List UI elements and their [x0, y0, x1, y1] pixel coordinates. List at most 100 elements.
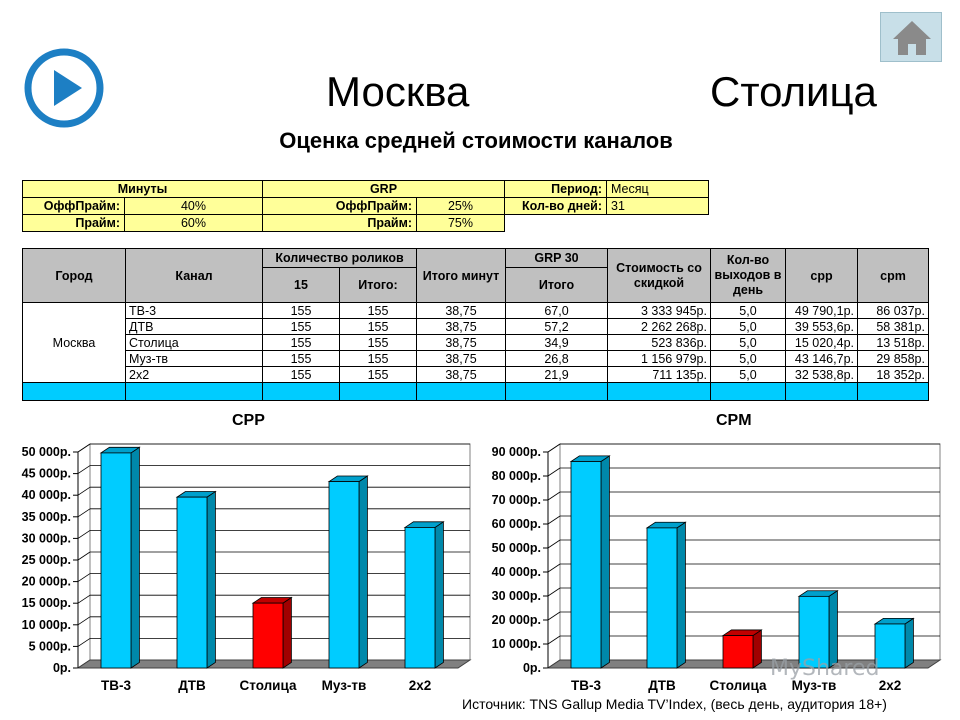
header-total-minutes: Итого минут [417, 249, 506, 303]
home-button[interactable] [880, 12, 942, 62]
cost-cell: 2 262 268р. [608, 319, 711, 335]
outputs-cell: 5,0 [711, 303, 786, 319]
spots-15-cell: 155 [263, 303, 340, 319]
period-label: Период: [505, 181, 607, 198]
y-tick-label: 10 000р. [492, 637, 541, 651]
cpp-cell: 32 538,8р. [786, 367, 858, 383]
grp-prime-label: Прайм: [263, 215, 417, 232]
cpp-cell: 15 020,4р. [786, 335, 858, 351]
empty-cell [608, 383, 711, 401]
header-outputs: Кол-во выходов в день [711, 249, 786, 303]
y-tick-label: 20 000р. [492, 613, 541, 627]
cost-cell: 711 135р. [608, 367, 711, 383]
minutes-cell: 38,75 [417, 335, 506, 351]
cpm-cell: 13 518р. [858, 335, 929, 351]
minutes-prime-value[interactable]: 60% [125, 215, 263, 232]
table-row: Столица 155 155 38,75 34,9 523 836р. 5,0… [23, 335, 929, 351]
title-stolitsa: Столица [710, 68, 877, 116]
home-icon [881, 13, 943, 63]
spots-15-cell: 155 [263, 351, 340, 367]
empty-cell [858, 383, 929, 401]
grp-prime-value[interactable]: 75% [417, 215, 505, 232]
cpp-cell: 49 790,1р. [786, 303, 858, 319]
cpp-chart: 0р.5 000р.10 000р.15 000р.20 000р.25 000… [0, 430, 480, 696]
bar [405, 527, 435, 668]
grp-cell: 34,9 [506, 335, 608, 351]
channel-cell: ТВ-3 [126, 303, 263, 319]
table-row: Муз-тв 155 155 38,75 26,8 1 156 979р. 5,… [23, 351, 929, 367]
cost-cell: 1 156 979р. [608, 351, 711, 367]
channel-cost-table: Город Канал Количество роликов Итого мин… [22, 248, 929, 401]
channel-cell: Муз-тв [126, 351, 263, 367]
x-tick-label: ТВ-3 [571, 678, 601, 693]
bar-side [359, 476, 367, 668]
minutes-cell: 38,75 [417, 351, 506, 367]
header-grp-total: Итого [506, 267, 608, 302]
y-tick-label: 45 000р. [22, 467, 71, 481]
city-cell: Москва [23, 303, 126, 383]
bar-side [677, 522, 685, 668]
header-city: Город [23, 249, 126, 303]
empty-cell [607, 215, 709, 232]
empty-cell [340, 383, 417, 401]
spots-15-cell: 155 [263, 335, 340, 351]
empty-cell [23, 383, 126, 401]
y-tick-label: 40 000р. [492, 565, 541, 579]
grp-offprime-value[interactable]: 25% [417, 198, 505, 215]
y-tick-label: 20 000р. [22, 575, 71, 589]
bar-side [207, 492, 215, 668]
play-icon [22, 46, 106, 130]
y-tick-label: 0р. [53, 661, 71, 675]
outputs-cell: 5,0 [711, 367, 786, 383]
y-tick-label: 60 000р. [492, 517, 541, 531]
y-tick-label: 40 000р. [22, 488, 71, 502]
empty-cell [126, 383, 263, 401]
minutes-header: Минуты [23, 181, 263, 198]
grp-cell: 26,8 [506, 351, 608, 367]
cost-cell: 523 836р. [608, 335, 711, 351]
empty-cell [417, 383, 506, 401]
spots-15-cell: 155 [263, 319, 340, 335]
header-spots-15: 15 [263, 267, 340, 302]
x-tick-label: Столица [710, 678, 767, 693]
bar [329, 482, 359, 668]
bar [177, 497, 207, 668]
header-channel: Канал [126, 249, 263, 303]
cpm-cell: 18 352р. [858, 367, 929, 383]
days-value[interactable]: 31 [607, 198, 709, 215]
header-grp30: GRP 30 [506, 249, 608, 268]
grp-header: GRP [263, 181, 505, 198]
x-tick-label: Муз-тв [322, 678, 367, 693]
y-tick-label: 0р. [523, 661, 541, 675]
cpp-cell: 39 553,6р. [786, 319, 858, 335]
empty-cell [263, 383, 340, 401]
header-cpp: cpp [786, 249, 858, 303]
bar-side [753, 630, 761, 668]
bar-side [905, 618, 913, 668]
header-spots: Количество роликов [263, 249, 417, 268]
channel-cell: Столица [126, 335, 263, 351]
period-value[interactable]: Месяц [607, 181, 709, 198]
outputs-cell: 5,0 [711, 319, 786, 335]
grp-cell: 21,9 [506, 367, 608, 383]
bar [253, 603, 283, 668]
bar-side [283, 598, 291, 668]
bar [875, 624, 905, 668]
bar-side [601, 456, 609, 668]
cpm-cell: 58 381р. [858, 319, 929, 335]
spots-total-cell: 155 [340, 351, 417, 367]
minutes-offprime-value[interactable]: 40% [125, 198, 263, 215]
y-tick-label: 80 000р. [492, 469, 541, 483]
x-tick-label: ДТВ [178, 678, 206, 693]
table-row: 2х2 155 155 38,75 21,9 711 135р. 5,0 32 … [23, 367, 929, 383]
play-button[interactable] [22, 46, 106, 130]
y-tick-label: 50 000р. [492, 541, 541, 555]
header-cpm: cpm [858, 249, 929, 303]
cpp-cell: 43 146,7р. [786, 351, 858, 367]
minutes-prime-label: Прайм: [23, 215, 125, 232]
y-tick-label: 15 000р. [22, 596, 71, 610]
grp-cell: 57,2 [506, 319, 608, 335]
y-tick-label: 70 000р. [492, 493, 541, 507]
bar [647, 528, 677, 668]
empty-cell [711, 383, 786, 401]
